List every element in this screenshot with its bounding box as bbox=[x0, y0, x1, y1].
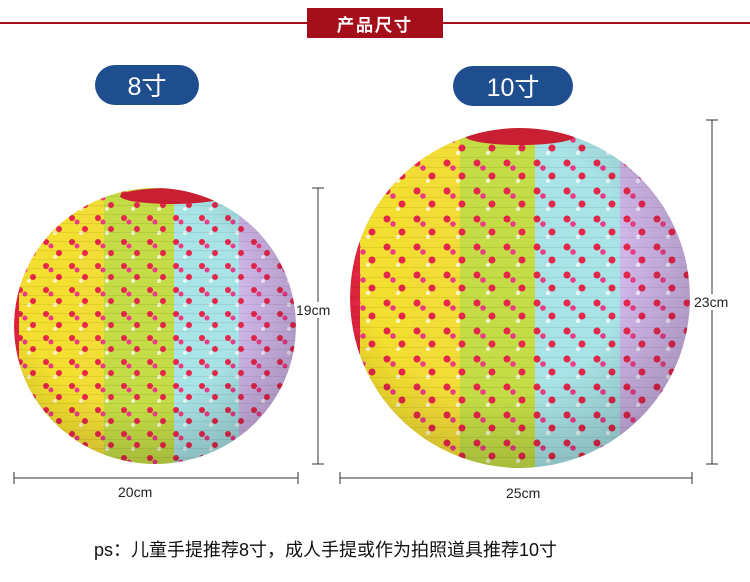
height-label-10: 23cm bbox=[694, 294, 729, 310]
height-dimension-8 bbox=[312, 187, 324, 465]
width-label-8: 20cm bbox=[118, 484, 153, 500]
height-label-8: 19cm bbox=[296, 302, 331, 318]
width-dimension-10 bbox=[339, 472, 693, 484]
header-line-left bbox=[0, 22, 307, 24]
width-dimension-8 bbox=[13, 472, 299, 484]
usage-note: ps：儿童手提推荐8寸，成人手提或作为拍照道具推荐10寸 bbox=[94, 540, 558, 560]
header-title: 产品尺寸 bbox=[307, 8, 443, 38]
size-pill-10: 10寸 bbox=[453, 66, 573, 106]
height-dimension-10 bbox=[706, 119, 718, 465]
size-pill-8: 8寸 bbox=[95, 65, 199, 105]
lantern-10-image bbox=[350, 128, 690, 468]
lantern-8-image bbox=[14, 188, 296, 464]
header-line-right bbox=[443, 22, 750, 24]
width-label-10: 25cm bbox=[506, 485, 541, 501]
